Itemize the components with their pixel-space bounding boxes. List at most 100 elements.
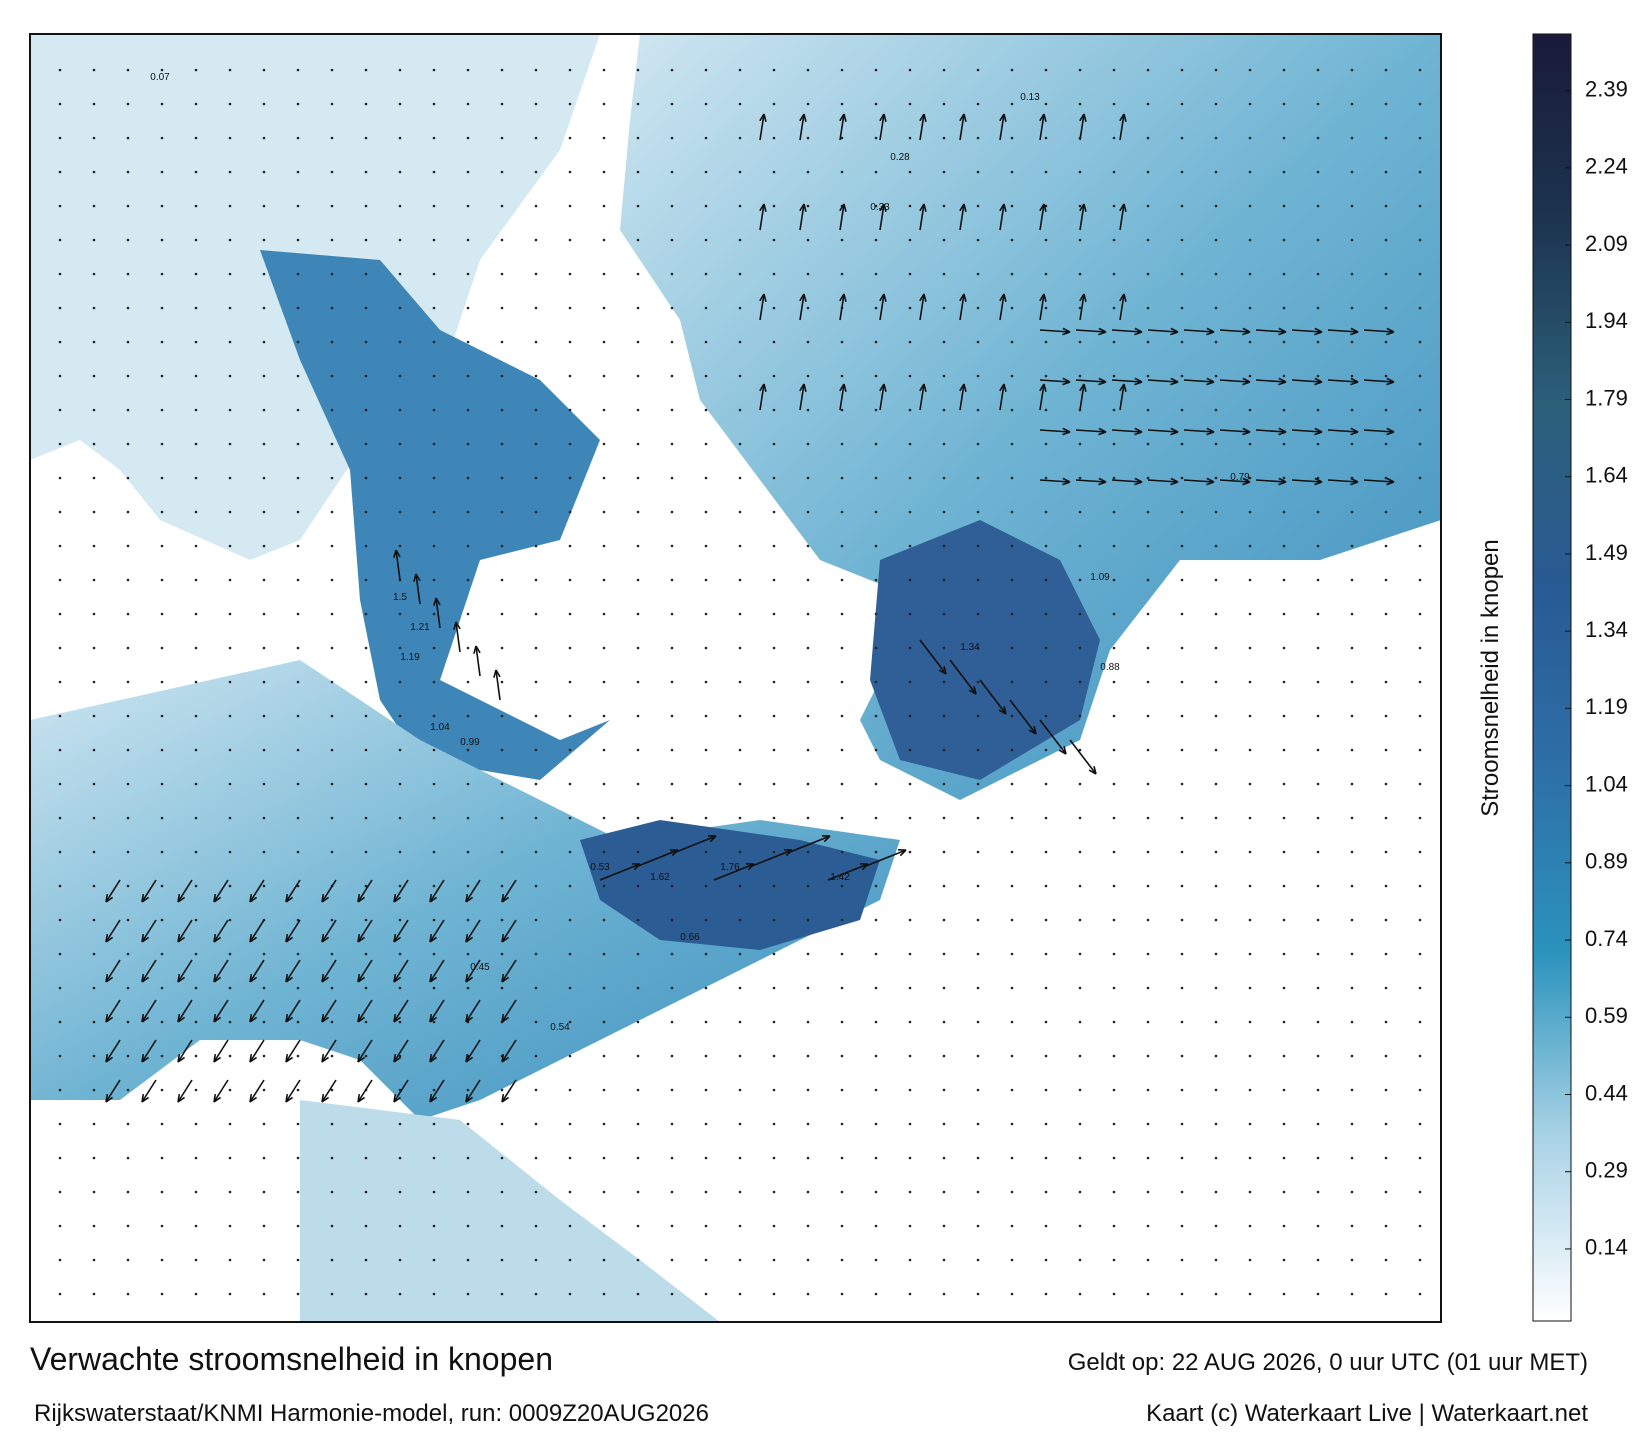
grid-dot: [1418, 306, 1422, 310]
grid-dot: [262, 884, 266, 888]
grid-dot: [1146, 646, 1150, 650]
grid-dot: [1282, 646, 1286, 650]
grid-dot: [330, 340, 334, 344]
grid-dot: [228, 986, 232, 990]
grid-dot: [840, 476, 844, 480]
grid-dot: [1010, 986, 1014, 990]
grid-dot: [602, 680, 606, 684]
grid-dot: [1418, 68, 1422, 72]
map-label: 1.19: [400, 652, 420, 663]
grid-dot: [568, 68, 572, 72]
grid-dot: [602, 476, 606, 480]
grid-dot: [1044, 986, 1048, 990]
grid-dot: [1078, 680, 1082, 684]
grid-dot: [1384, 646, 1388, 650]
grid-dot: [806, 408, 810, 412]
grid-dot: [466, 102, 470, 106]
grid-dot: [1146, 1054, 1150, 1058]
grid-dot: [126, 1020, 130, 1024]
grid-dot: [874, 680, 878, 684]
grid-dot: [976, 1258, 980, 1262]
grid-dot: [296, 1224, 300, 1228]
grid-dot: [840, 1088, 844, 1092]
grid-dot: [1180, 136, 1184, 140]
grid-dot: [1248, 510, 1252, 514]
arrow: [393, 959, 409, 983]
grid-dot: [1112, 1156, 1116, 1160]
title: Verwachte stroomsnelheid in knopen: [30, 1341, 553, 1377]
grid-dot: [228, 1088, 232, 1092]
grid-dot: [1146, 442, 1150, 446]
grid-dot: [636, 340, 640, 344]
grid-dot: [1384, 1224, 1388, 1228]
grid-dot: [160, 1088, 164, 1092]
grid-dot: [976, 68, 980, 72]
grid-dot: [1418, 816, 1422, 820]
grid-dot: [262, 238, 266, 242]
grid-dot: [1316, 748, 1320, 752]
grid-dot: [398, 204, 402, 208]
grid-dot: [976, 476, 980, 480]
grid-dot: [1180, 408, 1184, 412]
grid-dot: [704, 952, 708, 956]
grid-dot: [194, 442, 198, 446]
grid-dot: [58, 646, 62, 650]
grid-dot: [1282, 374, 1286, 378]
grid-dot: [262, 272, 266, 276]
grid-dot: [1010, 1122, 1014, 1126]
subtitle: Rijkswaterstaat/KNMI Harmonie-model, run…: [34, 1400, 709, 1427]
arrow: [959, 113, 965, 141]
arrow-head: [1058, 746, 1067, 755]
map-label: 0.45: [470, 962, 490, 973]
grid-dot: [1214, 612, 1218, 616]
grid-dot: [466, 272, 470, 276]
grid-dot: [296, 1054, 300, 1058]
grid-dot: [1248, 1190, 1252, 1194]
arrow: [285, 919, 301, 943]
grid-dot: [1350, 782, 1354, 786]
grid-dot: [262, 408, 266, 412]
grid-dot: [1384, 1292, 1388, 1296]
grid-dot: [262, 952, 266, 956]
arrow: [1291, 479, 1323, 483]
grid-dot: [1384, 306, 1388, 310]
grid-dot: [704, 816, 708, 820]
arrow: [465, 1039, 481, 1063]
grid-dot: [976, 680, 980, 684]
grid-dot: [160, 408, 164, 412]
arrow: [1327, 429, 1359, 433]
grid-dot: [1316, 1190, 1320, 1194]
grid-dot: [568, 1258, 572, 1262]
grid-dot: [1112, 374, 1116, 378]
grid-dot: [330, 476, 334, 480]
grid-dot: [1350, 680, 1354, 684]
arrow-head: [999, 113, 1007, 122]
grid-dot: [806, 238, 810, 242]
grid-dot: [296, 442, 300, 446]
grid-dot: [1248, 204, 1252, 208]
grid-dot: [772, 646, 776, 650]
grid-dot: [772, 136, 776, 140]
grid-dot: [704, 272, 708, 276]
map-label: 1.62: [650, 872, 670, 883]
grid-dot: [1282, 714, 1286, 718]
grid-dot: [908, 1054, 912, 1058]
grid-dot: [738, 238, 742, 242]
grid-dot: [976, 1020, 980, 1024]
grid-dot: [432, 238, 436, 242]
grid-dot: [738, 170, 742, 174]
arrow: [799, 203, 805, 231]
grid-dot: [1078, 1292, 1082, 1296]
grid-dot: [58, 748, 62, 752]
grid-dot: [1180, 102, 1184, 106]
grid-dot: [1078, 816, 1082, 820]
grid-dot: [1214, 204, 1218, 208]
arrow-head: [501, 1093, 510, 1103]
grid-dot: [1146, 68, 1150, 72]
grid-dot: [568, 510, 572, 514]
grid-dot: [942, 1156, 946, 1160]
grid-dot: [398, 918, 402, 922]
arrow: [141, 1039, 157, 1063]
colorbar-tick-label: 1.34: [1585, 617, 1628, 642]
grid-dot: [636, 408, 640, 412]
